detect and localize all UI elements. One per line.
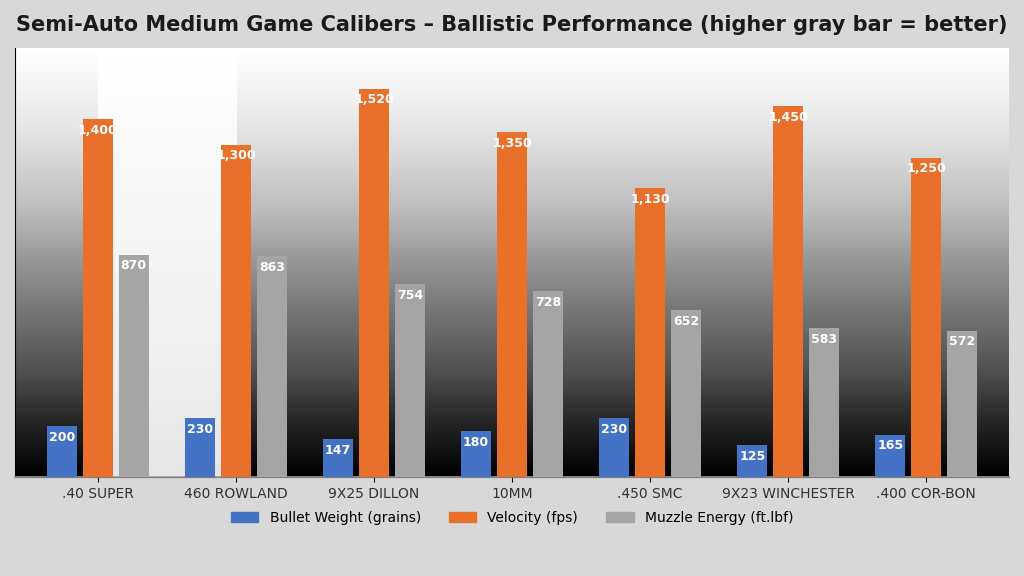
- Bar: [532, 291, 563, 477]
- Bar: [671, 310, 701, 477]
- Text: 583: 583: [811, 333, 837, 346]
- Title: Semi-Auto Medium Game Calibers – Ballistic Performance (higher gray bar = better: Semi-Auto Medium Game Calibers – Ballist…: [16, 15, 1008, 35]
- Bar: [394, 285, 425, 477]
- Text: 1,400: 1,400: [78, 124, 118, 137]
- Bar: [599, 418, 630, 477]
- Bar: [947, 331, 977, 477]
- Text: 230: 230: [187, 423, 213, 436]
- Legend: Bullet Weight (grains), Velocity (fps), Muzzle Energy (ft.lbf): Bullet Weight (grains), Velocity (fps), …: [225, 505, 799, 530]
- Text: 200: 200: [49, 430, 75, 444]
- Text: 652: 652: [673, 315, 699, 328]
- Text: 863: 863: [259, 261, 285, 274]
- Text: 728: 728: [535, 295, 561, 309]
- Bar: [809, 328, 840, 477]
- Bar: [911, 158, 941, 477]
- Text: 1,250: 1,250: [906, 162, 946, 175]
- Text: 1,350: 1,350: [493, 137, 531, 150]
- Text: 230: 230: [601, 423, 628, 436]
- Text: 165: 165: [878, 439, 903, 453]
- Text: 180: 180: [463, 435, 489, 449]
- Bar: [119, 255, 148, 477]
- Bar: [83, 119, 113, 477]
- Bar: [461, 431, 492, 477]
- Bar: [773, 107, 803, 477]
- Bar: [47, 426, 77, 477]
- Bar: [323, 439, 353, 477]
- Bar: [876, 435, 905, 477]
- Text: 1,520: 1,520: [354, 93, 394, 106]
- Bar: [497, 132, 527, 477]
- Bar: [737, 445, 767, 477]
- Text: 870: 870: [121, 259, 146, 272]
- Bar: [257, 256, 287, 477]
- Text: 754: 754: [396, 289, 423, 302]
- Bar: [358, 89, 389, 477]
- Text: 1,130: 1,130: [630, 193, 670, 206]
- Text: 572: 572: [949, 335, 975, 348]
- Text: 125: 125: [739, 450, 765, 463]
- Bar: [221, 145, 251, 477]
- Text: 1,450: 1,450: [768, 111, 808, 124]
- Text: 1,300: 1,300: [216, 149, 256, 162]
- Text: 147: 147: [325, 444, 351, 457]
- Bar: [184, 418, 215, 477]
- Bar: [635, 188, 666, 477]
